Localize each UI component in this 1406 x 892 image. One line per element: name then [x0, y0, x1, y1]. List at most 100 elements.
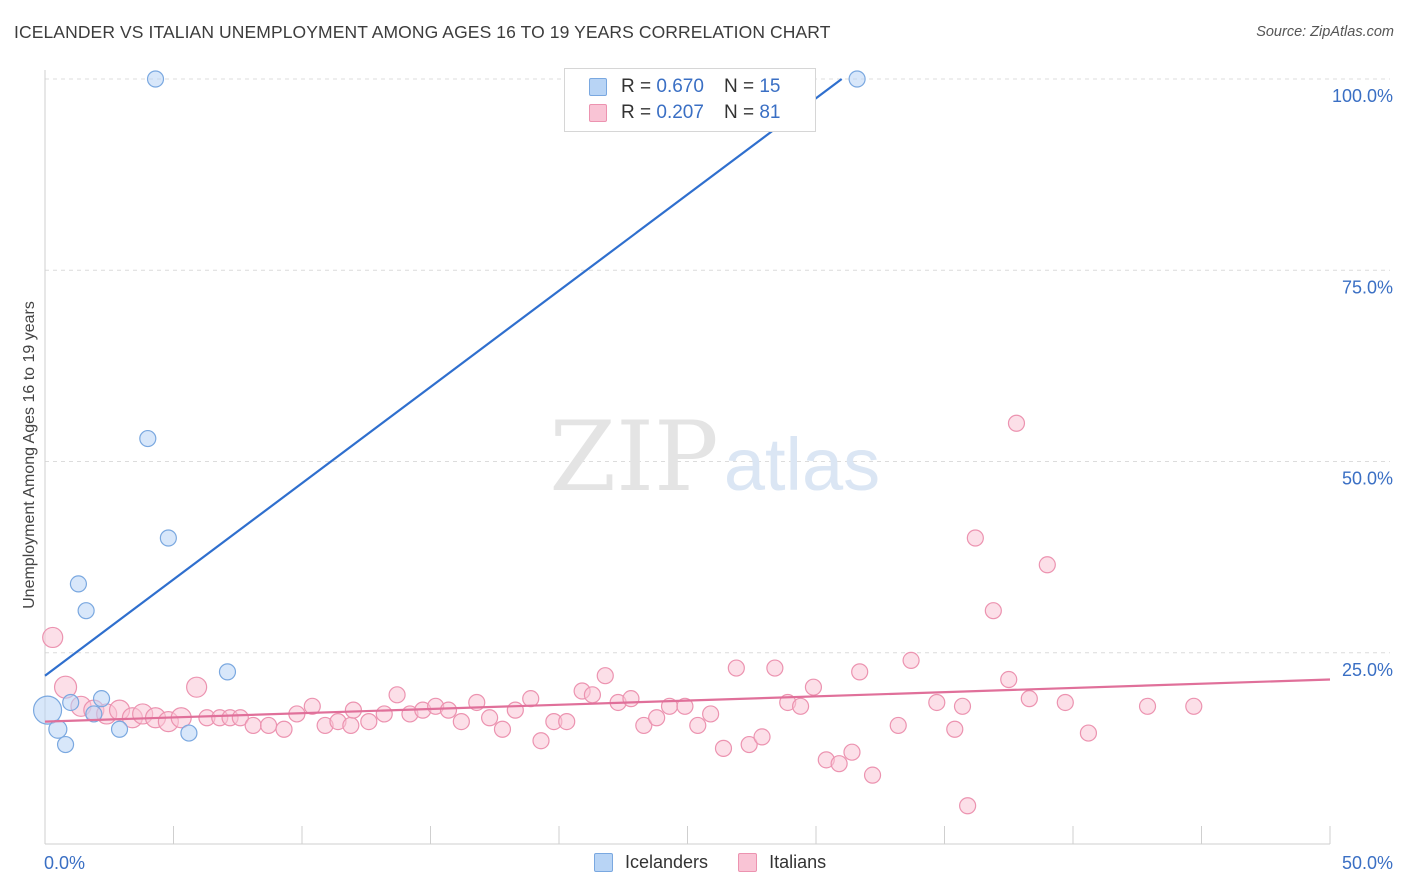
icelanders-n-value: 15 [759, 76, 781, 97]
legend-italians-swatch [738, 853, 758, 872]
italians-point [648, 709, 666, 727]
italians-point [635, 716, 653, 735]
italians-n-label: N = [723, 102, 755, 123]
y-tick-label: 50.0% [1342, 469, 1393, 489]
italians-point [804, 678, 823, 696]
stats-legend: R = 0.670 N = 15 R = 0.207 N = 81 [564, 68, 816, 132]
watermark-atlas: atlas [724, 423, 880, 506]
trend-layer [44, 78, 1331, 723]
legend-icelanders-swatch [594, 853, 613, 872]
italians-n-value: 81 [759, 102, 781, 123]
icelanders-point [32, 695, 63, 725]
icelanders-point [848, 70, 866, 88]
italians-point [275, 720, 293, 738]
series-legend: Icelanders Italians [594, 852, 856, 873]
italians-point [231, 709, 249, 727]
chart-title: ICELANDER VS ITALIAN UNEMPLOYMENT AMONG … [14, 22, 831, 42]
italians-point [583, 686, 602, 704]
italians-point [259, 716, 278, 735]
icelanders-point [159, 529, 177, 547]
icelanders-r-label: R = [621, 76, 652, 97]
italians-point [42, 626, 64, 649]
italians-point [1185, 697, 1203, 715]
italians-point [740, 735, 758, 754]
italians-point [714, 739, 733, 757]
italians-point [676, 697, 694, 715]
italians-point [452, 712, 470, 731]
legend-italians-label: Italians [769, 852, 827, 872]
italians-trendline [44, 678, 1331, 723]
italians-point [966, 529, 984, 547]
italians-point [558, 712, 576, 731]
legend-row-icelanders: R = 0.670 N = 15 [589, 75, 780, 99]
italians-point [1038, 556, 1056, 574]
grid-layer [45, 78, 1390, 654]
italians-point [1138, 697, 1157, 715]
italians-point [360, 712, 378, 731]
legend-icelanders-label: Icelanders [625, 852, 709, 872]
tick-label-layer: 25.0% 50.0% 75.0% 100.0% 0.0% 50.0% [44, 86, 1393, 873]
watermark-zip: ZIP [549, 401, 718, 513]
icelanders-point [146, 70, 165, 88]
x-tick-label: 50.0% [1342, 853, 1393, 873]
italians-point [303, 697, 321, 715]
italians-point [830, 755, 848, 773]
icelanders-point [48, 719, 68, 739]
icelanders-trendline [44, 78, 843, 677]
italians-point [863, 766, 882, 784]
italians-swatch [589, 104, 607, 122]
italians-point [851, 663, 869, 681]
legend-item-icelanders: Icelanders [594, 852, 708, 873]
icelanders-point [77, 602, 95, 620]
italians-point [493, 720, 512, 738]
italians-point [1056, 693, 1074, 712]
y-tick-label: 25.0% [1342, 660, 1393, 680]
italians-point [481, 709, 499, 727]
italians-point [843, 743, 861, 761]
italians-point [596, 667, 614, 685]
icelanders-point [56, 735, 75, 754]
italians-point [506, 701, 524, 719]
icelanders-swatch [589, 78, 607, 96]
italians-point [702, 705, 720, 723]
legend-item-italians: Italians [738, 852, 826, 873]
legend-row-italians: R = 0.207 N = 81 [589, 101, 780, 125]
italians-point [1000, 670, 1018, 689]
italians-point [522, 690, 540, 708]
x-tick-label: 0.0% [44, 853, 85, 873]
icelanders-point [218, 663, 237, 681]
italians-point [766, 659, 784, 677]
watermark: ZIP atlas [549, 401, 880, 513]
italians-point [902, 651, 920, 670]
italians-point [344, 701, 362, 719]
italians-r-label: R = [621, 102, 652, 123]
italians-point [342, 716, 360, 735]
italians-point [727, 659, 745, 677]
italians-point [388, 686, 406, 704]
italians-point [689, 716, 707, 735]
italians-point [1079, 724, 1098, 742]
italians-point [946, 720, 964, 738]
icelanders-point [62, 693, 80, 712]
icelanders-r-value: 0.670 [656, 76, 704, 97]
italians-point [244, 716, 262, 735]
italians-point [1020, 690, 1038, 708]
italians-point [1007, 414, 1026, 432]
italians-point [959, 797, 977, 815]
icelanders-point [139, 429, 157, 448]
italians-point [753, 728, 771, 746]
y-tick-label: 75.0% [1342, 277, 1393, 297]
icelanders-point [110, 720, 129, 738]
italians-point [439, 701, 458, 719]
italians-point [622, 690, 640, 708]
italians-point [953, 697, 972, 715]
icelanders-point [69, 575, 88, 593]
icelanders-point [92, 690, 111, 708]
italians-point [375, 705, 393, 723]
italians-point [791, 697, 810, 715]
icelanders-point [85, 705, 103, 723]
y-tick-label: 100.0% [1332, 86, 1393, 106]
y-axis-label: Unemployment Among Ages 16 to 19 years [21, 301, 38, 609]
italians-point [889, 716, 907, 735]
